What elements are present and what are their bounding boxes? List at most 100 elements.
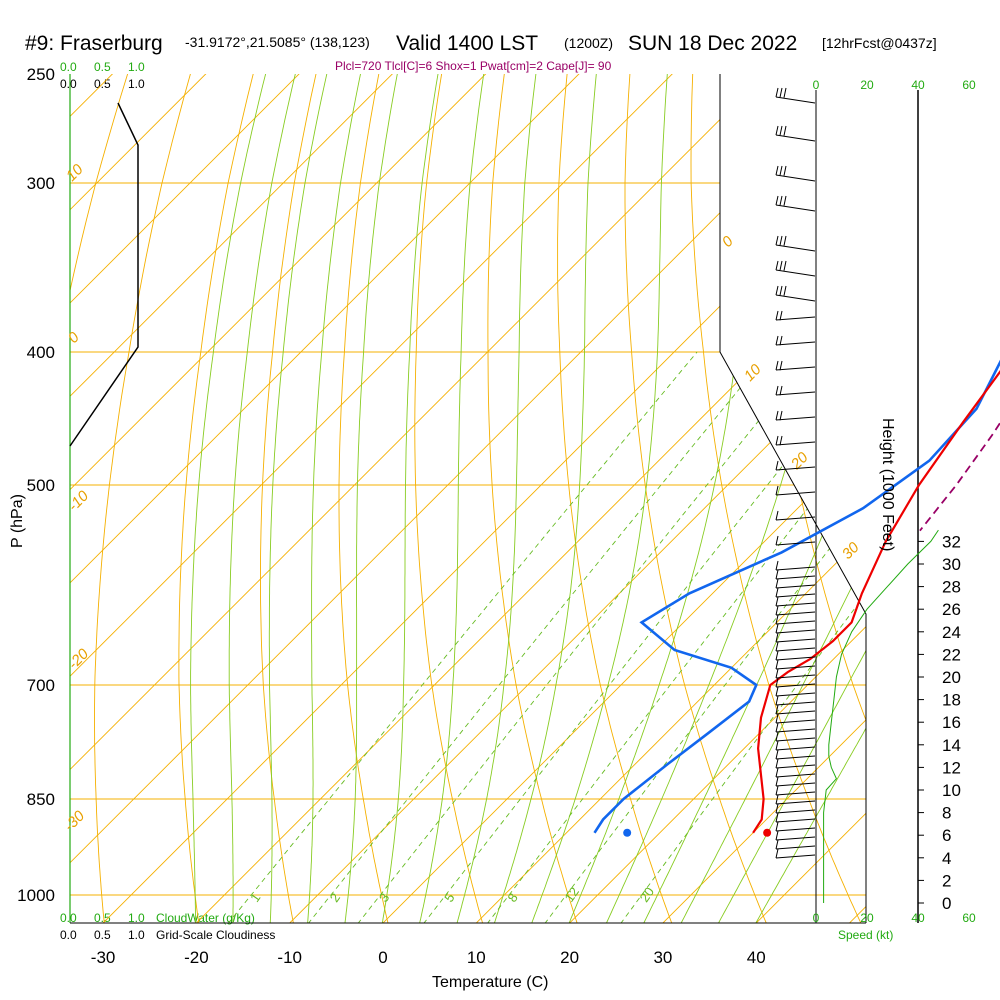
wind-barb — [775, 812, 816, 823]
wind-barb — [775, 704, 816, 715]
speed-axis-top: 0 20 40 60 — [813, 78, 976, 92]
speed-tick-bottom: 40 — [911, 911, 925, 925]
dry-adiabat-label: -20 — [65, 645, 93, 673]
pressure-tick: 400 — [27, 343, 55, 362]
mixing-ratio-label: 1 — [247, 890, 263, 905]
wind-barb — [775, 310, 816, 321]
height-tick: 24 — [942, 623, 961, 642]
moist-adiabat — [190, 74, 273, 923]
cloud-bottom-black-0: 0.0 — [60, 928, 77, 942]
dry-adiabat-label: 0 — [65, 328, 83, 346]
wind-barb — [775, 641, 816, 652]
height-tick: 18 — [942, 691, 961, 710]
wind-barb — [775, 668, 816, 679]
cloud-bottom-green-1: 0.5 — [94, 911, 111, 925]
cloud-top-black-2: 1.0 — [128, 77, 145, 91]
moist-adiabat — [568, 74, 753, 923]
mixing-ratio-label: 3 — [376, 890, 392, 905]
cloud-top-black-0: 0.0 — [60, 77, 77, 91]
speed-tick-top: 0 — [813, 78, 820, 92]
wind-barbs — [775, 87, 816, 859]
dry-adiabat-label: -10 — [65, 487, 93, 515]
wind-barb — [775, 749, 816, 760]
wind-barb — [775, 578, 816, 589]
wind-barb — [775, 560, 816, 571]
height-tick: 26 — [942, 600, 961, 619]
surface-temperature-dot — [763, 828, 772, 837]
moist-adiabat — [268, 74, 333, 923]
station-coords: -31.9172°,21.5085° (138,123) — [185, 34, 370, 50]
height-tick: 22 — [942, 645, 961, 664]
dry-adiabat — [487, 74, 578, 923]
wind-barb — [775, 410, 816, 421]
isotherm-50 — [848, 74, 866, 923]
dry-adiabat-label: -30 — [61, 807, 89, 835]
wind-barb — [775, 740, 816, 751]
temperature-axis: -30 -20 -10 0 10 20 30 40 — [91, 948, 766, 967]
mixing-ratio-3 — [357, 351, 815, 923]
isotherm--60 — [70, 74, 697, 923]
valid-time: Valid 1400 LST — [396, 32, 538, 55]
dry-adiabat — [754, 74, 866, 923]
mixing-ratio-label: 12 — [561, 884, 582, 904]
temperature-tick: -10 — [277, 948, 302, 967]
dry-adiabat — [260, 74, 322, 923]
wind-barb — [775, 713, 816, 724]
wind-barb — [775, 360, 816, 371]
plot-frame — [69, 74, 919, 924]
moist-adiabat — [228, 74, 302, 923]
moist-adiabat — [307, 74, 367, 923]
dry-adiabat — [414, 74, 484, 923]
mixing-ratio-20 — [620, 351, 866, 923]
dry-adiabat — [817, 74, 866, 923]
height-tick: 28 — [942, 578, 961, 597]
wind-barb — [775, 569, 816, 580]
isotherm-40 — [755, 74, 866, 923]
wind-barb — [775, 260, 816, 277]
speed-tick-top: 40 — [911, 78, 925, 92]
temperature-tick: -30 — [91, 948, 116, 967]
dry-adiabat — [178, 74, 260, 923]
cloud-bottom-green-2: 1.0 — [128, 911, 145, 925]
wind-barb — [775, 614, 816, 625]
wind-barb — [775, 195, 816, 212]
wind-barb — [775, 335, 816, 346]
dry-adiabat-label: 10 — [63, 161, 87, 185]
dry-adiabat — [880, 50, 1000, 924]
pressure-tick: 300 — [27, 174, 55, 193]
cloud-bottom-black-2: 1.0 — [128, 928, 145, 942]
moist-adiabat — [717, 74, 866, 923]
wind-barb — [775, 848, 816, 859]
speed-tick-bottom: 60 — [962, 911, 976, 925]
moist-adiabat — [419, 74, 488, 923]
wind-barb — [775, 165, 816, 182]
wind-barb — [775, 385, 816, 396]
height-tick: 32 — [942, 532, 961, 551]
wind-barb — [775, 839, 816, 850]
wind-barb — [775, 722, 816, 733]
dry-adiabat — [94, 74, 198, 923]
cloud-fraction-line — [69, 102, 139, 447]
moist-adiabat — [680, 74, 866, 923]
x-axis-label: Temperature (C) — [432, 974, 548, 991]
wind-barb — [775, 794, 816, 805]
isotherm--10 — [288, 74, 866, 923]
pressure-tick: 500 — [27, 476, 55, 495]
valid-date: SUN 18 Dec 2022 — [628, 32, 797, 55]
wind-barb — [775, 650, 816, 661]
mixing-ratio-12 — [544, 351, 866, 923]
surface-dewpoint-dot — [623, 828, 632, 837]
moist-adiabat — [381, 74, 443, 923]
wind-speed-line — [823, 529, 939, 903]
height-tick: 12 — [942, 758, 961, 777]
wind-barb — [775, 632, 816, 643]
parcel-profile — [919, 421, 1000, 532]
height-tick: 20 — [942, 668, 961, 687]
wind-barb — [775, 587, 816, 598]
temperature-profile — [752, 370, 1000, 834]
isotherm--80 — [70, 74, 511, 923]
temperature-tick: -20 — [184, 948, 209, 967]
dry-adiabat-label: 0 — [719, 232, 737, 250]
moist-adiabat — [642, 74, 866, 923]
